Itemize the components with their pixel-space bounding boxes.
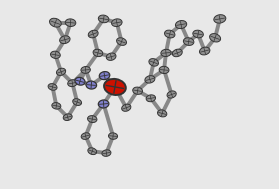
Ellipse shape [50, 51, 60, 58]
Ellipse shape [106, 53, 116, 60]
Ellipse shape [99, 72, 110, 80]
Ellipse shape [88, 116, 97, 122]
Ellipse shape [52, 103, 61, 109]
Ellipse shape [88, 30, 98, 38]
Ellipse shape [117, 38, 126, 45]
Ellipse shape [75, 77, 85, 85]
Ellipse shape [104, 79, 126, 95]
Ellipse shape [183, 38, 194, 45]
Ellipse shape [56, 68, 66, 75]
Ellipse shape [175, 21, 187, 29]
Ellipse shape [98, 100, 109, 108]
Ellipse shape [167, 91, 176, 98]
Ellipse shape [109, 133, 117, 139]
Ellipse shape [60, 36, 70, 44]
Ellipse shape [68, 80, 77, 87]
Ellipse shape [210, 34, 221, 42]
Ellipse shape [214, 15, 226, 23]
Ellipse shape [161, 49, 171, 57]
Ellipse shape [50, 18, 61, 27]
Ellipse shape [65, 19, 76, 26]
Ellipse shape [93, 49, 103, 57]
Ellipse shape [81, 133, 90, 139]
Ellipse shape [172, 49, 182, 57]
Ellipse shape [102, 150, 111, 156]
Ellipse shape [98, 15, 109, 23]
Ellipse shape [48, 84, 57, 90]
Ellipse shape [158, 110, 167, 117]
Ellipse shape [146, 95, 155, 102]
Ellipse shape [112, 19, 122, 26]
Ellipse shape [73, 99, 81, 105]
Ellipse shape [145, 76, 155, 83]
Ellipse shape [122, 104, 131, 111]
Ellipse shape [193, 30, 203, 38]
Ellipse shape [81, 67, 90, 73]
Ellipse shape [159, 66, 169, 74]
Ellipse shape [86, 81, 97, 89]
Ellipse shape [149, 59, 158, 66]
Ellipse shape [88, 148, 97, 155]
Ellipse shape [165, 30, 175, 38]
Ellipse shape [63, 114, 72, 121]
Ellipse shape [133, 87, 143, 94]
Ellipse shape [199, 47, 210, 55]
